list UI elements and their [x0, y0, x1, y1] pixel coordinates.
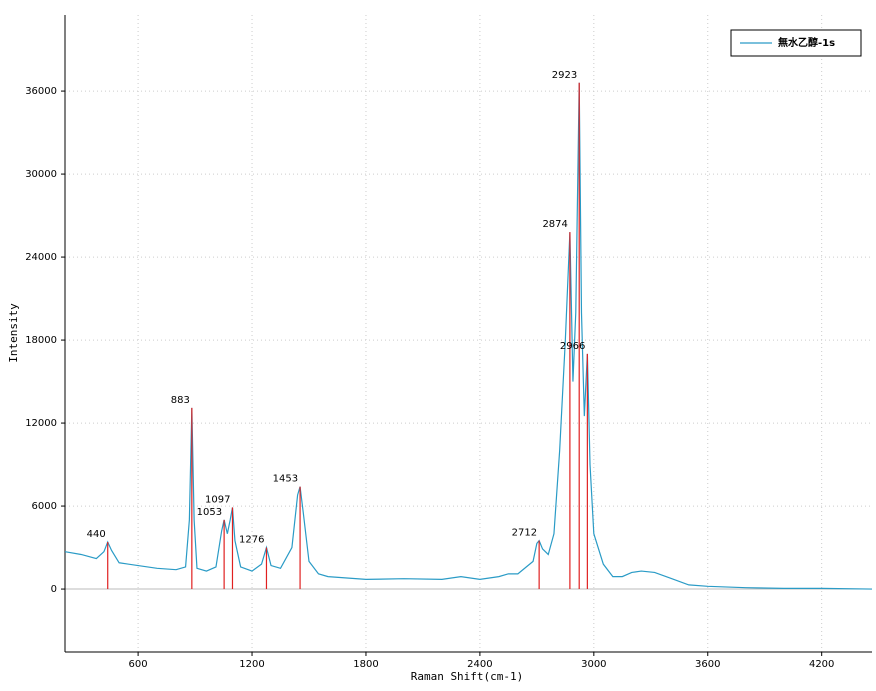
x-axis-title: Raman Shift(cm-1) — [411, 670, 524, 683]
y-tick-label: 12000 — [25, 418, 57, 429]
peak-label: 2874 — [542, 219, 567, 230]
peak-label: 2923 — [552, 70, 577, 81]
y-tick-label: 18000 — [25, 335, 57, 346]
legend-label: 無水乙醇-1s — [778, 36, 835, 49]
x-tick-label: 3000 — [581, 659, 606, 670]
spectrum-line — [64, 82, 873, 590]
legend: 無水乙醇-1s — [730, 29, 862, 57]
y-tick-label: 6000 — [32, 501, 57, 512]
peak-label: 440 — [87, 529, 106, 540]
peak-label: 1097 — [205, 494, 230, 505]
x-tick-label: 2400 — [467, 659, 492, 670]
peak-label: 2712 — [512, 528, 537, 539]
peak-label: 1453 — [273, 474, 298, 485]
peak-label: 2966 — [560, 341, 585, 352]
peak-label: 883 — [171, 395, 190, 406]
x-tick-label: 1200 — [239, 659, 264, 670]
x-tick-label: 4200 — [809, 659, 834, 670]
y-tick-label: 36000 — [25, 86, 57, 97]
x-tick-label: 1800 — [353, 659, 378, 670]
y-tick-label: 30000 — [25, 169, 57, 180]
y-tick-label: 24000 — [25, 252, 57, 263]
peak-label: 1053 — [197, 507, 222, 518]
x-tick-label: 600 — [129, 659, 148, 670]
y-axis-title: Intensity — [7, 303, 20, 363]
x-tick-label: 3600 — [695, 659, 720, 670]
peak-label: 1276 — [239, 535, 264, 546]
y-tick-label: 0 — [51, 584, 57, 595]
